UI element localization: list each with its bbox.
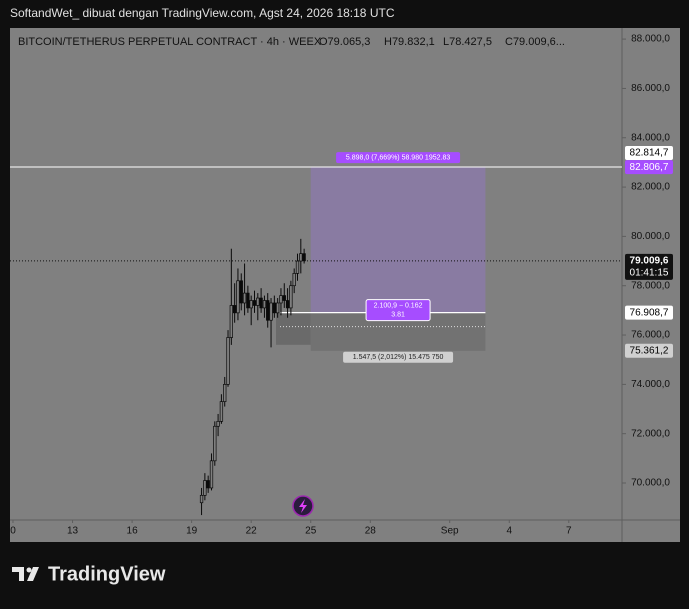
candle-body bbox=[203, 480, 207, 496]
target-label: 5.898,0 (7,669%) 58.980 1952.83 bbox=[346, 155, 450, 162]
price-tag-bg bbox=[625, 343, 673, 358]
x-tick-label: 7 bbox=[566, 526, 572, 537]
candle-body bbox=[209, 460, 214, 489]
legend-open: O79.065,3 bbox=[319, 36, 370, 48]
target-label-bg bbox=[336, 152, 461, 164]
candle-body bbox=[226, 337, 230, 385]
price-tag: 75.361,2 bbox=[630, 345, 669, 356]
candle-body bbox=[302, 253, 306, 262]
price-tag: 82.806,7 bbox=[630, 162, 669, 173]
candle-body bbox=[275, 302, 280, 314]
ratio-label: 3.81 bbox=[391, 311, 405, 318]
x-tick-label: 28 bbox=[365, 526, 377, 537]
candle-body bbox=[229, 305, 233, 338]
alert-icon[interactable] bbox=[292, 495, 314, 517]
overlay: 70.000,0 72.000,0 74.000,0 76.000,0 78.000,0… bbox=[10, 34, 673, 537]
y-tick-label: 82.000,0 bbox=[631, 182, 670, 193]
price-tag-bg bbox=[625, 160, 673, 175]
x-tick-label: 19 bbox=[186, 526, 198, 537]
candle-body bbox=[292, 273, 296, 287]
candle-body bbox=[299, 253, 303, 262]
y-tick-label: 72.000,0 bbox=[631, 428, 670, 439]
legend-high: H79.832,1 bbox=[384, 36, 435, 48]
countdown: 01:41:15 bbox=[630, 267, 669, 278]
legend-low: L78.427,5 bbox=[443, 36, 492, 48]
price-tag-bg bbox=[625, 305, 673, 320]
chart-panel bbox=[10, 28, 680, 542]
candle-body bbox=[269, 302, 273, 321]
price-tag-bg bbox=[625, 145, 673, 160]
candle-body bbox=[246, 292, 250, 309]
candle-body bbox=[233, 305, 237, 314]
x-tick-label: Sep bbox=[441, 526, 459, 537]
profit-zone bbox=[310, 167, 486, 313]
header: SoftandWet_ dibuat dengan TradingView.co… bbox=[10, 6, 395, 20]
plot bbox=[10, 166, 622, 516]
y-tick-label: 76.000,0 bbox=[631, 330, 670, 341]
x-tick-label: 0 bbox=[10, 526, 16, 537]
loss-zone-left bbox=[276, 312, 311, 345]
chart-title: BITCOIN/TETHERUS PERPETUAL CONTRACT · 4h… bbox=[18, 36, 322, 48]
legend-close: C79.009,6... bbox=[505, 36, 565, 48]
candle-body bbox=[223, 384, 227, 402]
candle-body bbox=[272, 302, 277, 314]
y-tick-label: 78.000,0 bbox=[631, 280, 670, 291]
candle-body bbox=[262, 300, 267, 309]
price-tag: 76.908,7 bbox=[630, 307, 669, 318]
candle-body bbox=[236, 280, 240, 314]
candle-body bbox=[216, 421, 220, 427]
candle-body bbox=[295, 260, 300, 274]
y-tick-label: 86.000,0 bbox=[631, 83, 670, 94]
y-tick-label: 80.000,0 bbox=[631, 231, 670, 242]
y-tick-label: 88.000,0 bbox=[631, 34, 670, 45]
y-tick-label: 74.000,0 bbox=[631, 379, 670, 390]
x-tick-label: 22 bbox=[246, 526, 258, 537]
x-tick-label: 25 bbox=[305, 526, 317, 537]
candle-body bbox=[289, 285, 293, 309]
candle-body bbox=[282, 295, 286, 301]
candle-body bbox=[199, 494, 204, 504]
candle-body bbox=[249, 300, 253, 309]
brand: TradingView bbox=[48, 563, 166, 585]
price-tag: 82.814,7 bbox=[630, 148, 669, 159]
last-price-tag: 79.009,6 bbox=[630, 255, 669, 266]
x-tick-label: 13 bbox=[67, 526, 79, 537]
candle-body bbox=[279, 295, 283, 304]
x-tick-label: 16 bbox=[127, 526, 139, 537]
stop-label-bg bbox=[343, 351, 454, 363]
y-tick-label: 84.000,0 bbox=[631, 132, 670, 143]
candle-body bbox=[252, 300, 257, 306]
candle-body bbox=[206, 480, 210, 489]
candle-body bbox=[266, 300, 270, 321]
brand-logo bbox=[12, 567, 39, 581]
x-tick-label: 4 bbox=[506, 526, 512, 537]
entry-label-bg bbox=[365, 299, 431, 322]
y-tick-label: 70.000,0 bbox=[631, 478, 670, 489]
last-price-tag-bg bbox=[625, 253, 673, 280]
candle-body bbox=[239, 280, 243, 304]
entry-label: 2.100,9 − 0.162 bbox=[374, 302, 423, 309]
candle-body bbox=[256, 297, 260, 306]
candle-body bbox=[213, 425, 217, 462]
stop-label: 1.547,5 (2,012%) 15.475 750 bbox=[353, 354, 444, 361]
candle-body bbox=[285, 300, 290, 309]
candle-body bbox=[242, 292, 247, 304]
candle-body bbox=[259, 297, 263, 309]
candle-body bbox=[219, 401, 224, 422]
